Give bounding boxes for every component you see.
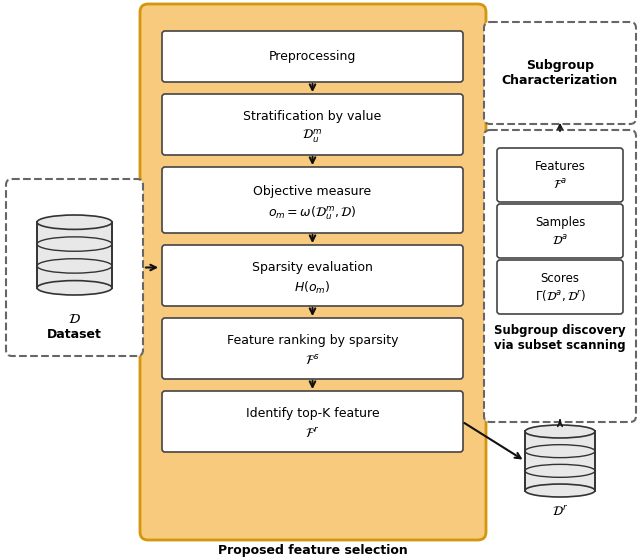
Text: $H(o_m)$: $H(o_m)$ (294, 280, 331, 296)
Text: Proposed feature selection: Proposed feature selection (218, 544, 408, 557)
Ellipse shape (37, 215, 112, 229)
Ellipse shape (37, 281, 112, 295)
Text: Subgroup
Characterization: Subgroup Characterization (502, 59, 618, 87)
FancyBboxPatch shape (497, 260, 623, 314)
FancyBboxPatch shape (162, 318, 463, 379)
Text: Samples: Samples (535, 216, 585, 229)
FancyBboxPatch shape (162, 391, 463, 452)
Text: Identify top-K feature: Identify top-K feature (246, 407, 380, 420)
FancyBboxPatch shape (484, 22, 636, 124)
Ellipse shape (525, 484, 595, 497)
Text: $\Gamma(\mathcal{D}^a, \mathcal{D}^r)$: $\Gamma(\mathcal{D}^a, \mathcal{D}^r)$ (534, 289, 586, 304)
Text: $\mathcal{F}^s$: $\mathcal{F}^s$ (305, 354, 320, 368)
FancyBboxPatch shape (497, 204, 623, 258)
Bar (37, 222, 112, 288)
Text: $\mathcal{F}^a$: $\mathcal{F}^a$ (553, 178, 567, 192)
FancyBboxPatch shape (162, 245, 463, 306)
FancyBboxPatch shape (484, 130, 636, 422)
Bar (525, 432, 595, 491)
Text: Objective measure: Objective measure (253, 184, 372, 198)
Text: $\mathcal{D}_u^{m}$: $\mathcal{D}_u^{m}$ (303, 128, 323, 145)
FancyBboxPatch shape (140, 4, 486, 540)
Text: $o_m = \omega(\mathcal{D}_u^m, \mathcal{D})$: $o_m = \omega(\mathcal{D}_u^m, \mathcal{… (268, 204, 356, 222)
Text: $\mathcal{D}$: $\mathcal{D}$ (68, 312, 81, 326)
Text: Sparsity evaluation: Sparsity evaluation (252, 261, 373, 273)
FancyBboxPatch shape (497, 148, 623, 202)
Text: Subgroup discovery
via subset scanning: Subgroup discovery via subset scanning (494, 324, 626, 352)
Text: Scores: Scores (541, 272, 579, 285)
FancyBboxPatch shape (162, 31, 463, 82)
Text: Features: Features (534, 160, 586, 173)
FancyBboxPatch shape (6, 179, 143, 356)
FancyBboxPatch shape (162, 94, 463, 155)
Text: Preprocessing: Preprocessing (269, 50, 356, 63)
Text: $\mathcal{D}^r$: $\mathcal{D}^r$ (552, 505, 568, 520)
Text: Feature ranking by sparsity: Feature ranking by sparsity (227, 334, 398, 347)
Text: Stratification by value: Stratification by value (243, 110, 381, 123)
Ellipse shape (525, 425, 595, 438)
FancyBboxPatch shape (162, 167, 463, 233)
Text: $\mathcal{F}^r$: $\mathcal{F}^r$ (305, 426, 319, 441)
Text: $\mathcal{D}^a$: $\mathcal{D}^a$ (552, 233, 568, 248)
Text: Dataset: Dataset (47, 328, 102, 341)
